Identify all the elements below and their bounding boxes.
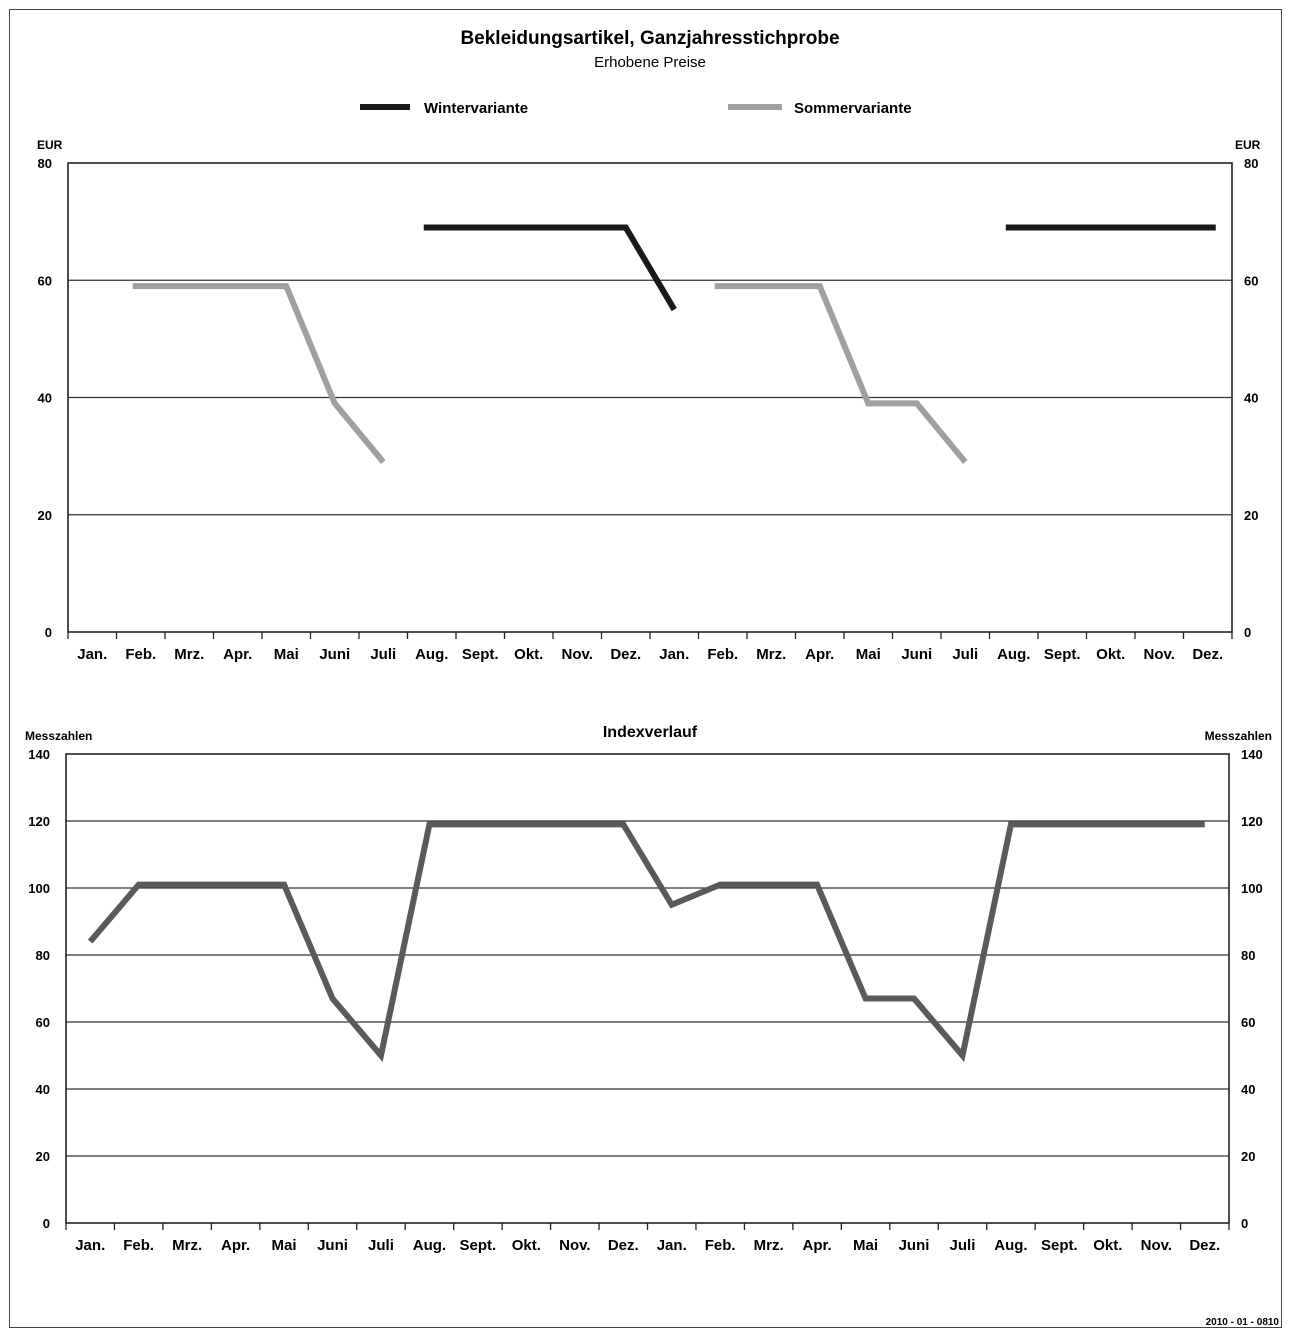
x-tick-label: Sept. <box>1044 646 1081 663</box>
x-tick-label: Dez. <box>1189 1237 1220 1254</box>
series-line-wintervariante <box>423 224 677 312</box>
x-tick-label: Feb. <box>707 646 738 663</box>
x-tick-label: Apr. <box>805 646 834 663</box>
bottom-chart-left-unit: Messzahlen <box>25 729 92 743</box>
x-tick-label: Dez. <box>608 1237 639 1254</box>
y-tick-label-left: 60 <box>38 273 52 288</box>
x-tick-label: Aug. <box>997 646 1030 663</box>
x-tick-label: Dez. <box>1192 646 1223 663</box>
y-tick-label-left: 80 <box>38 156 52 171</box>
x-tick-label: Mai <box>274 646 299 663</box>
y-tick-label-left: 0 <box>43 1216 50 1231</box>
y-tick-label-left: 20 <box>38 508 52 523</box>
figure-frame <box>9 9 1282 1328</box>
legend-label-wintervariante: Wintervariante <box>424 100 528 117</box>
y-tick-label-left: 80 <box>36 948 50 963</box>
bottom-chart-right-unit: Messzahlen <box>1205 729 1272 743</box>
x-tick-label: Mai <box>272 1237 297 1254</box>
x-tick-label: Apr. <box>221 1237 250 1254</box>
series-line-sommervariante <box>714 283 968 464</box>
top-chart-left-unit: EUR <box>37 138 63 152</box>
top-chart-title: Bekleidungsartikel, Ganzjahresstichprobe <box>460 28 839 49</box>
x-tick-label: Feb. <box>125 646 156 663</box>
top-price-chart: 0 0 20 20 40 40 60 60 80 80 Jan. Feb. Mrz. Apr. Mai Jun… <box>38 156 1259 663</box>
y-tick-label-right: 40 <box>1244 391 1258 406</box>
x-tick-label: Dez. <box>610 646 641 663</box>
y-tick-label-right: 60 <box>1244 273 1258 288</box>
bottom-chart-title: Indexverlauf <box>603 724 698 741</box>
x-tick-label: Jan. <box>657 1237 687 1254</box>
x-tick-label: Mai <box>853 1237 878 1254</box>
y-tick-label-right: 40 <box>1241 1082 1255 1097</box>
x-tick-label: Nov. <box>562 646 593 663</box>
y-tick-label-left: 0 <box>45 625 52 640</box>
x-tick-label: Juni <box>901 646 932 663</box>
y-tick-label-right: 60 <box>1241 1015 1255 1030</box>
y-tick-label-right: 20 <box>1241 1149 1255 1164</box>
x-tick-label: Nov. <box>559 1237 590 1254</box>
top-chart-right-unit: EUR <box>1235 138 1261 152</box>
x-tick-label: Juli <box>950 1237 976 1254</box>
y-tick-label-left: 40 <box>38 391 52 406</box>
x-tick-label: Mrz. <box>756 646 786 663</box>
y-tick-label-right: 80 <box>1244 156 1258 171</box>
x-tick-label: Juni <box>317 1237 348 1254</box>
series-line-index <box>87 821 1205 1063</box>
y-tick-label-left: 120 <box>28 814 50 829</box>
x-tick-label: Nov. <box>1141 1237 1172 1254</box>
y-tick-label-right: 140 <box>1241 747 1263 762</box>
y-tick-label-left: 20 <box>36 1149 50 1164</box>
x-tick-label: Sept. <box>462 646 499 663</box>
x-tick-label: Aug. <box>413 1237 446 1254</box>
x-tick-label: Mrz. <box>174 646 204 663</box>
x-tick-label: Juni <box>319 646 350 663</box>
x-tick-label: Juli <box>370 646 396 663</box>
legend-label-sommervariante: Sommervariante <box>794 100 912 117</box>
x-tick-label: Juli <box>368 1237 394 1254</box>
y-tick-label-right: 0 <box>1241 1216 1248 1231</box>
y-tick-label-left: 40 <box>36 1082 50 1097</box>
y-tick-label-left: 100 <box>28 881 50 896</box>
x-tick-label: Mai <box>856 646 881 663</box>
x-tick-label: Aug. <box>415 646 448 663</box>
x-tick-label: Apr. <box>223 646 252 663</box>
source-code: 2010 - 01 - 0810 <box>1206 1317 1280 1328</box>
x-tick-label: Jan. <box>75 1237 105 1254</box>
x-tick-label: Okt. <box>1093 1237 1122 1254</box>
x-tick-label: Apr. <box>803 1237 832 1254</box>
x-tick-label: Jan. <box>659 646 689 663</box>
x-tick-label: Mrz. <box>172 1237 202 1254</box>
y-tick-label-left: 60 <box>36 1015 50 1030</box>
x-tick-label: Okt. <box>512 1237 541 1254</box>
top-chart-subtitle: Erhobene Preise <box>594 54 706 71</box>
x-tick-label: Sept. <box>1041 1237 1078 1254</box>
y-tick-label-right: 100 <box>1241 881 1263 896</box>
x-tick-label: Aug. <box>994 1237 1027 1254</box>
x-tick-label: Juni <box>899 1237 930 1254</box>
series-line-sommervariante <box>132 283 386 464</box>
bottom-index-chart: 0 0 20 20 40 40 60 60 80 80 100 100 120 120 140 140 Jan.… <box>28 747 1262 1254</box>
y-tick-label-right: 20 <box>1244 508 1258 523</box>
y-tick-label-left: 140 <box>28 747 50 762</box>
y-tick-label-right: 80 <box>1241 948 1255 963</box>
x-tick-label: Jan. <box>77 646 107 663</box>
x-tick-label: Okt. <box>1096 646 1125 663</box>
x-tick-label: Feb. <box>123 1237 154 1254</box>
y-tick-label-right: 0 <box>1244 625 1251 640</box>
x-tick-label: Juli <box>952 646 978 663</box>
x-tick-label: Feb. <box>705 1237 736 1254</box>
x-tick-label: Sept. <box>460 1237 497 1254</box>
x-tick-label: Mrz. <box>754 1237 784 1254</box>
x-tick-label: Nov. <box>1144 646 1175 663</box>
x-tick-label: Okt. <box>514 646 543 663</box>
y-tick-label-right: 120 <box>1241 814 1263 829</box>
